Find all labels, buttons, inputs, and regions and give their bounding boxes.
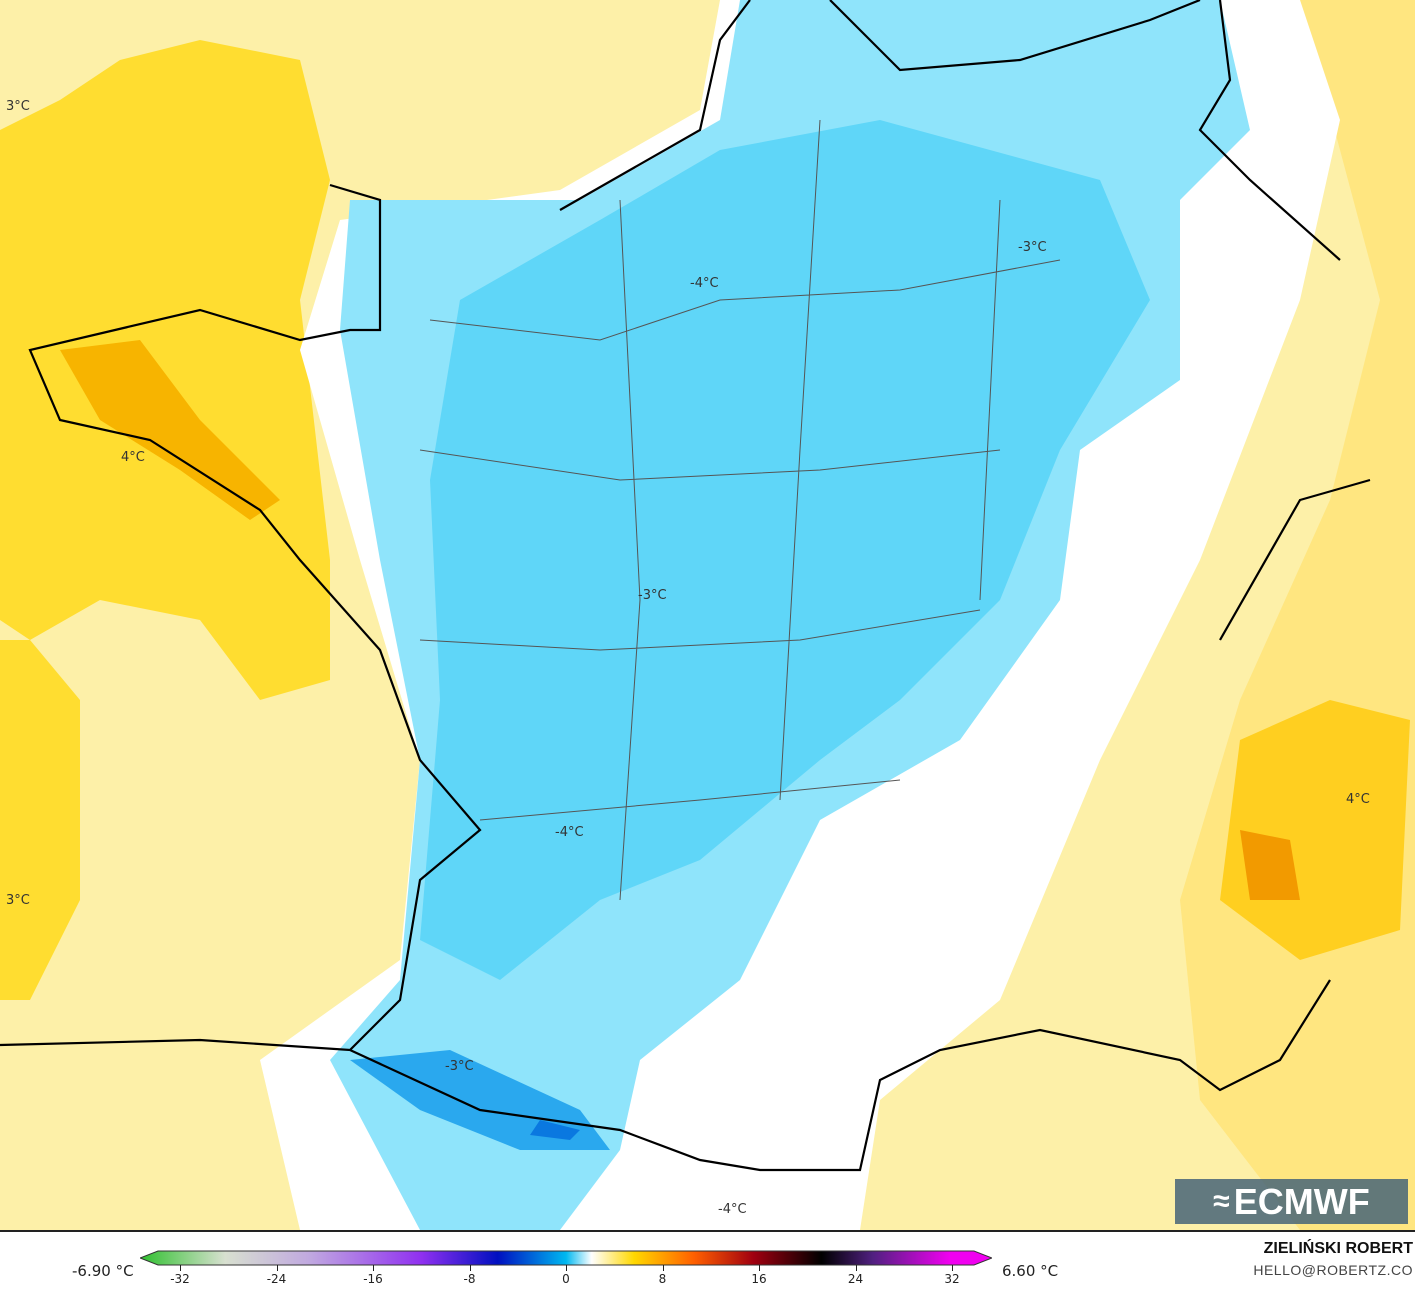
contour-label: -3°C	[445, 1059, 474, 1074]
author-credit: ZIELIŃSKI ROBERT	[1263, 1240, 1413, 1257]
legend-tick-mark	[759, 1265, 760, 1271]
color-scale-bar	[140, 1250, 992, 1266]
legend-tick-label: 32	[944, 1272, 960, 1286]
legend-tick-label: -32	[170, 1272, 190, 1286]
legend-tick-label: 8	[658, 1272, 667, 1286]
legend-tick-label: -8	[463, 1272, 476, 1286]
ecmwf-logo: ≈ ECMWF	[1175, 1179, 1408, 1224]
legend-max-value: 6.60 °C	[1002, 1262, 1059, 1280]
legend-tick-label: 16	[751, 1272, 767, 1286]
ecmwf-logo-icon: ≈	[1213, 1184, 1230, 1218]
cold-zone-deep	[530, 1120, 580, 1140]
contour-label: -4°C	[555, 825, 584, 840]
legend-tick-mark	[855, 1265, 857, 1271]
contour-label: 4°C	[1346, 792, 1370, 807]
legend-tick-mark	[566, 1265, 567, 1271]
warm-zone-southwest	[0, 640, 80, 1000]
legend-footer: -6.90 °C -32 -24 -16 -8 0 8 16 24 32 6.60 °C ZIE…	[0, 1230, 1415, 1289]
legend-tick-mark	[952, 1265, 953, 1271]
legend-tick-mark	[373, 1265, 374, 1271]
contour-label: -3°C	[1018, 240, 1047, 255]
legend-tick-label: 0	[562, 1272, 570, 1286]
legend-tick-label: -16	[363, 1272, 383, 1286]
contour-label: 4°C	[121, 450, 145, 465]
contour-label: -3°C	[638, 588, 667, 603]
legend-min-value: -6.90 °C	[72, 1262, 134, 1280]
legend-tick-mark	[276, 1265, 278, 1271]
coastline-and-borders	[0, 0, 1371, 1172]
author-email: HELLO@ROBERTZ.CO	[1253, 1262, 1413, 1278]
legend-tick-mark	[469, 1265, 471, 1271]
contour-label: 3°C	[6, 893, 30, 908]
cold-zone-core	[420, 120, 1150, 980]
temperature-map: 3°C 4°C 3°C -4°C -3°C -3°C -4°C -3°C -4°…	[0, 0, 1415, 1230]
region-boundaries	[419, 119, 1061, 901]
contour-label: -4°C	[690, 276, 719, 291]
contour-label: 3°C	[6, 99, 30, 114]
contour-label: -4°C	[718, 1202, 747, 1217]
legend-tick-mark	[180, 1265, 181, 1271]
legend-tick-label: -24	[266, 1272, 287, 1286]
logo-text: ECMWF	[1233, 1180, 1370, 1222]
legend-tick-mark	[662, 1265, 664, 1271]
legend-tick-label: 24	[847, 1272, 864, 1286]
warm-zone-alps	[1220, 700, 1410, 960]
warm-core-alps	[1240, 830, 1300, 900]
warm-core-brittany	[60, 340, 280, 520]
warm-zone-west	[0, 40, 330, 700]
